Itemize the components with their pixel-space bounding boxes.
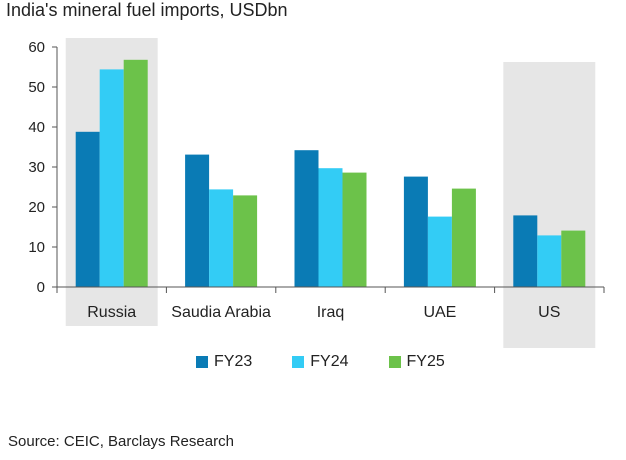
y-tick-label: 50 xyxy=(28,79,45,96)
highlight-band-us xyxy=(503,62,596,348)
x-tick-label-russia: Russia xyxy=(87,304,136,321)
legend-swatch-fy23 xyxy=(196,356,208,368)
y-tick-label: 40 xyxy=(28,119,45,136)
legend-item-fy24: FY24 xyxy=(292,353,349,371)
y-tick-label: 10 xyxy=(28,239,45,256)
bar-fy25-uae xyxy=(451,188,476,287)
bar-fy23-iraq xyxy=(294,150,319,287)
bar-fy23-us xyxy=(513,215,538,287)
source-note: Source: CEIC, Barclays Research xyxy=(8,433,234,450)
bar-fy24-uae xyxy=(427,216,452,287)
bar-fy24-iraq xyxy=(318,168,343,287)
bar-fy23-russia xyxy=(75,131,100,287)
x-tick-label-uae: UAE xyxy=(423,304,456,321)
bar-fy23-uae xyxy=(403,176,428,287)
bar-fy25-russia xyxy=(123,59,148,287)
x-tick-label-iraq: Iraq xyxy=(317,304,345,321)
bar-chart: 0 10 20 30 40 50 60 Russia Saudia Arabia Iraq UAE U… xyxy=(28,38,605,348)
legend-item-fy23: FY23 xyxy=(196,353,252,371)
legend-swatch-fy25 xyxy=(388,356,401,368)
bar-fy24-saudia-arabia xyxy=(209,189,234,287)
y-tick-label: 0 xyxy=(37,279,45,296)
x-tick-label-us: US xyxy=(538,304,560,321)
bar-fy24-us xyxy=(537,235,562,287)
legend-label-fy24: FY24 xyxy=(310,353,349,370)
bar-fy25-saudia-arabia xyxy=(233,195,258,287)
legend-label-fy25: FY25 xyxy=(406,353,445,370)
legend: FY23 FY24 FY25 xyxy=(196,353,445,371)
bar-fy25-us xyxy=(561,230,586,287)
legend-swatch-fy24 xyxy=(292,356,305,368)
bar-fy25-iraq xyxy=(342,172,367,287)
y-tick-label: 30 xyxy=(28,159,45,176)
y-tick-label: 60 xyxy=(28,39,45,56)
bar-fy24-russia xyxy=(99,69,124,288)
y-tick-label: 20 xyxy=(28,199,45,216)
bar-fy23-saudia-arabia xyxy=(185,154,210,287)
legend-item-fy25: FY25 xyxy=(388,353,445,371)
chart-title: India's mineral fuel imports, USDbn xyxy=(6,0,288,20)
x-tick-label-saudia-arabia: Saudia Arabia xyxy=(171,304,271,321)
legend-label-fy23: FY23 xyxy=(214,353,253,370)
